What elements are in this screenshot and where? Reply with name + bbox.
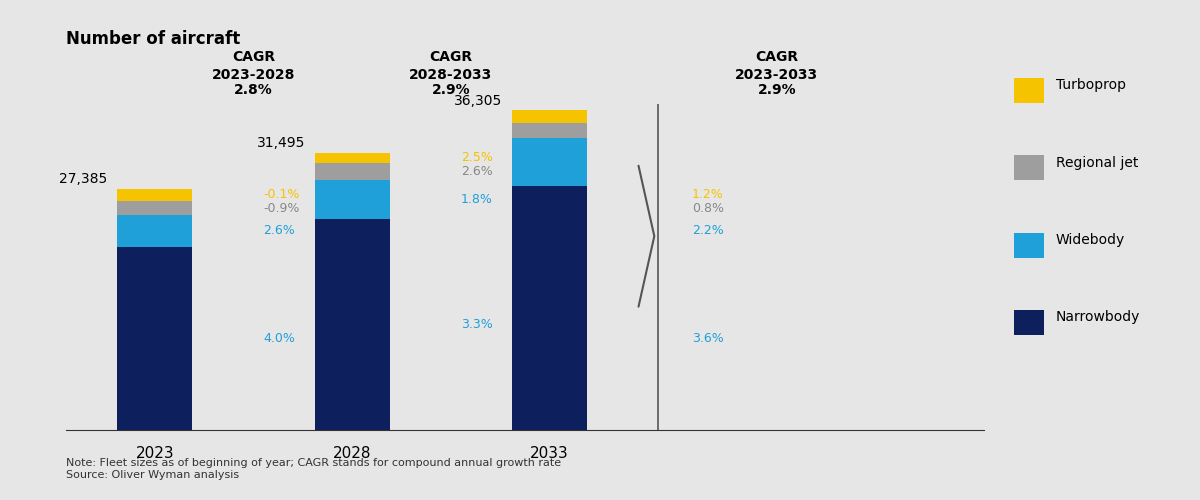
Text: Note: Fleet sizes as of beginning of year; CAGR stands for compound annual growt: Note: Fleet sizes as of beginning of yea…: [66, 458, 562, 480]
Text: 2.6%: 2.6%: [461, 165, 492, 178]
Text: 27,385: 27,385: [59, 172, 108, 186]
Text: CAGR
2023-2028: CAGR 2023-2028: [212, 50, 295, 82]
Bar: [118, 201, 192, 215]
Text: 1.8%: 1.8%: [461, 192, 493, 205]
Bar: [314, 218, 390, 430]
Text: Regional jet: Regional jet: [1056, 156, 1139, 170]
Bar: [512, 110, 587, 122]
Text: 31,495: 31,495: [257, 136, 305, 150]
Text: -0.9%: -0.9%: [264, 202, 300, 214]
Text: CAGR
2023-2033: CAGR 2023-2033: [736, 50, 818, 82]
Text: 3.3%: 3.3%: [461, 318, 492, 331]
Bar: [512, 186, 587, 430]
Text: -0.1%: -0.1%: [264, 188, 300, 202]
Bar: [118, 189, 192, 201]
Text: 0.8%: 0.8%: [692, 202, 724, 214]
Bar: [118, 247, 192, 430]
Text: 2.8%: 2.8%: [234, 83, 272, 97]
Text: 2.6%: 2.6%: [264, 224, 295, 237]
Bar: [512, 138, 587, 186]
Bar: [118, 215, 192, 247]
Text: Widebody: Widebody: [1056, 233, 1126, 247]
Bar: [512, 122, 587, 138]
Text: 2.5%: 2.5%: [461, 152, 493, 164]
Text: 1.2%: 1.2%: [692, 188, 724, 202]
Text: CAGR
2028-2033: CAGR 2028-2033: [409, 50, 492, 82]
Bar: [314, 180, 390, 218]
Text: 36,305: 36,305: [454, 94, 503, 108]
Text: 2.9%: 2.9%: [432, 83, 470, 97]
Text: 4.0%: 4.0%: [264, 332, 295, 345]
Text: 2.2%: 2.2%: [692, 224, 724, 237]
Text: Turboprop: Turboprop: [1056, 78, 1126, 92]
Text: 3.6%: 3.6%: [692, 332, 724, 345]
Text: 2.9%: 2.9%: [757, 83, 796, 97]
Text: Number of aircraft: Number of aircraft: [66, 30, 240, 48]
Bar: [314, 152, 390, 163]
Bar: [314, 163, 390, 180]
Text: Narrowbody: Narrowbody: [1056, 310, 1140, 324]
